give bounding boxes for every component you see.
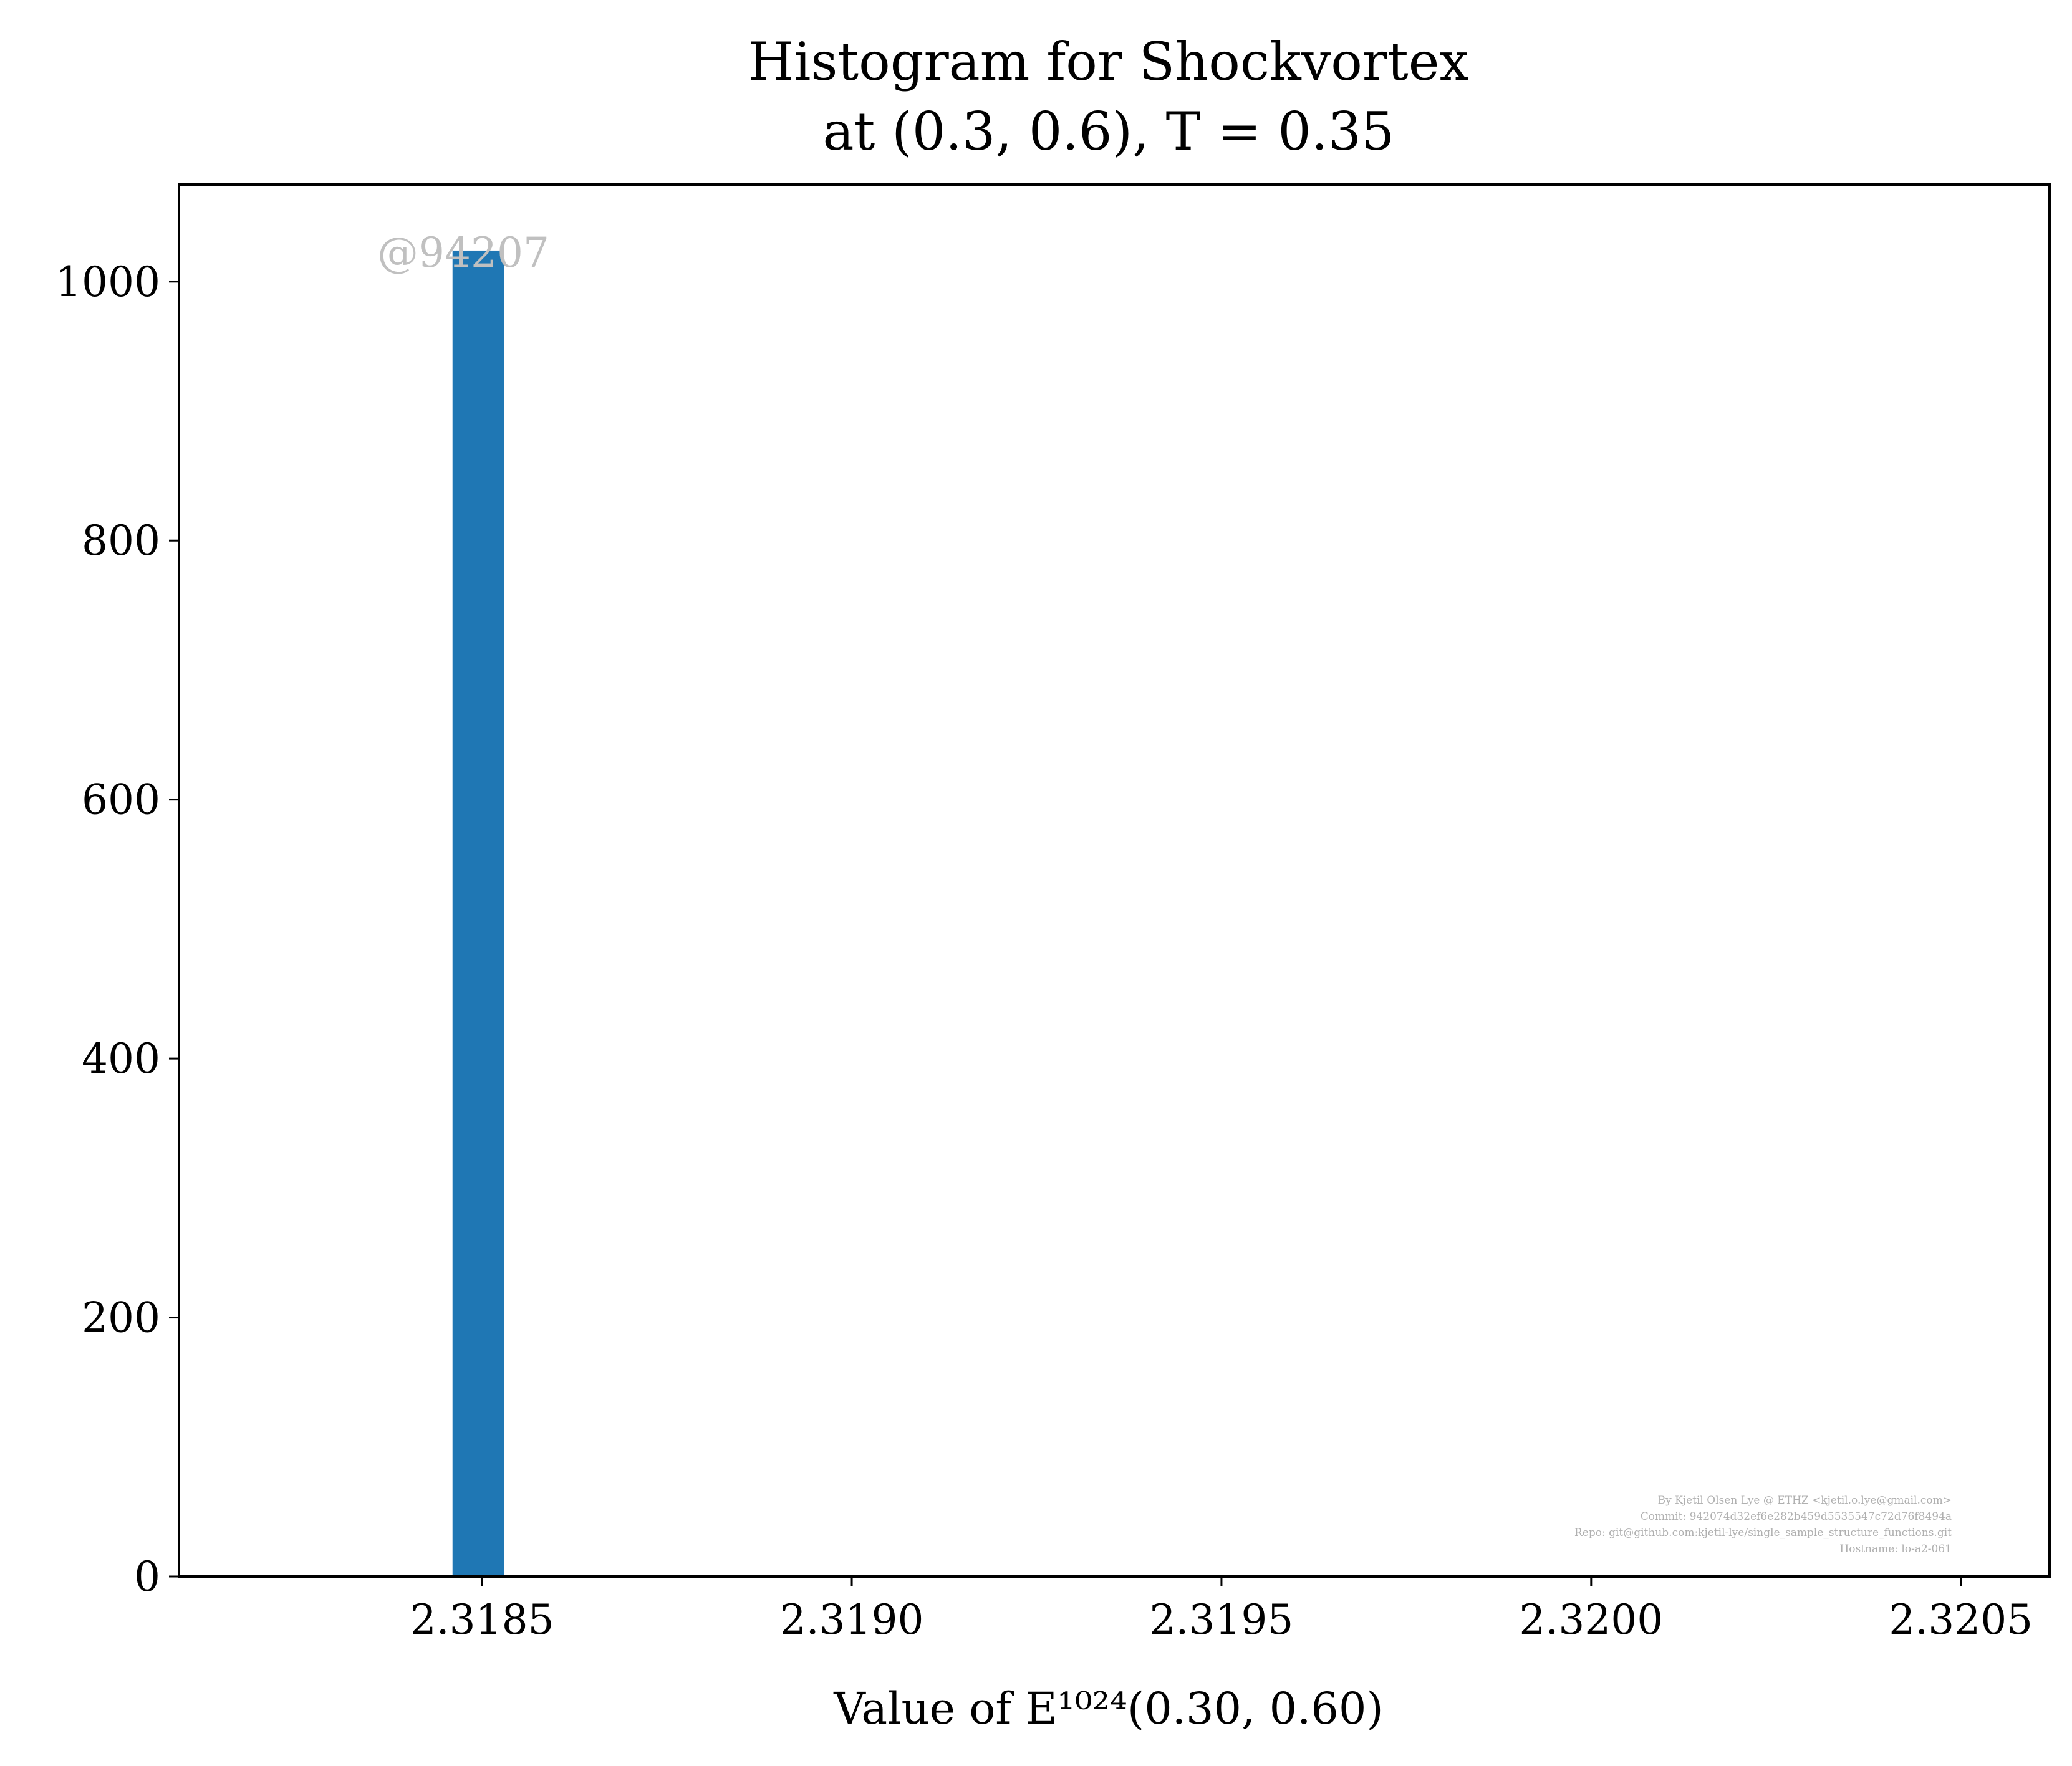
x-tick-label: 2.3200: [1519, 1596, 1663, 1644]
credit-line-repo: Repo: git@github.com:kjetil-lye/single_s…: [1574, 1527, 1952, 1539]
credit-line-commit: Commit: 942074d32ef6e282b459d5535547c72d…: [1641, 1510, 1952, 1523]
y-tick-label: 400: [82, 1035, 160, 1083]
x-tick-label: 2.3185: [410, 1596, 554, 1644]
histogram-bar-0: [452, 250, 504, 1576]
y-axis-ticks: 0 200 400 600 800 1000: [55, 258, 179, 1601]
x-axis-label: Value of E¹⁰²⁴(0.30, 0.60): [833, 1683, 1384, 1734]
watermark-text: @94207: [377, 229, 549, 277]
y-tick-label: 200: [82, 1294, 160, 1342]
chart-title: Histogram for Shockvortex: [748, 31, 1469, 92]
y-tick-label: 0: [134, 1553, 160, 1601]
chart-subtitle: at (0.3, 0.6), T = 0.35: [823, 101, 1395, 162]
credit-line-author: By Kjetil Olsen Lye @ ETHZ <kjetil.o.lye…: [1658, 1494, 1952, 1507]
credits-block: By Kjetil Olsen Lye @ ETHZ <kjetil.o.lye…: [1574, 1494, 1952, 1555]
x-tick-label: 2.3195: [1149, 1596, 1293, 1644]
histogram-bars: [452, 250, 504, 1576]
y-tick-label: 800: [82, 517, 160, 565]
y-tick-label: 600: [82, 776, 160, 824]
x-axis-ticks: 2.3185 2.3190 2.3195 2.3200 2.3205: [410, 1576, 2033, 1644]
plot-frame: [178, 183, 2051, 1578]
x-tick-label: 2.3205: [1889, 1596, 2033, 1644]
credit-line-hostname: Hostname: lo-a2-061: [1839, 1543, 1952, 1555]
x-tick-label: 2.3190: [780, 1596, 924, 1644]
y-tick-label: 1000: [55, 258, 160, 306]
